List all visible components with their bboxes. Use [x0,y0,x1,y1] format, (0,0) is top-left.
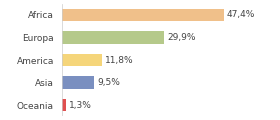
Text: 1,3%: 1,3% [69,101,92,110]
Bar [62,54,102,66]
Bar [62,99,66,111]
Bar [62,76,94,89]
Bar [62,31,164,44]
Text: 9,5%: 9,5% [97,78,120,87]
Bar [62,9,224,21]
Text: 11,8%: 11,8% [105,55,134,65]
Text: 47,4%: 47,4% [227,10,255,19]
Text: 29,9%: 29,9% [167,33,195,42]
